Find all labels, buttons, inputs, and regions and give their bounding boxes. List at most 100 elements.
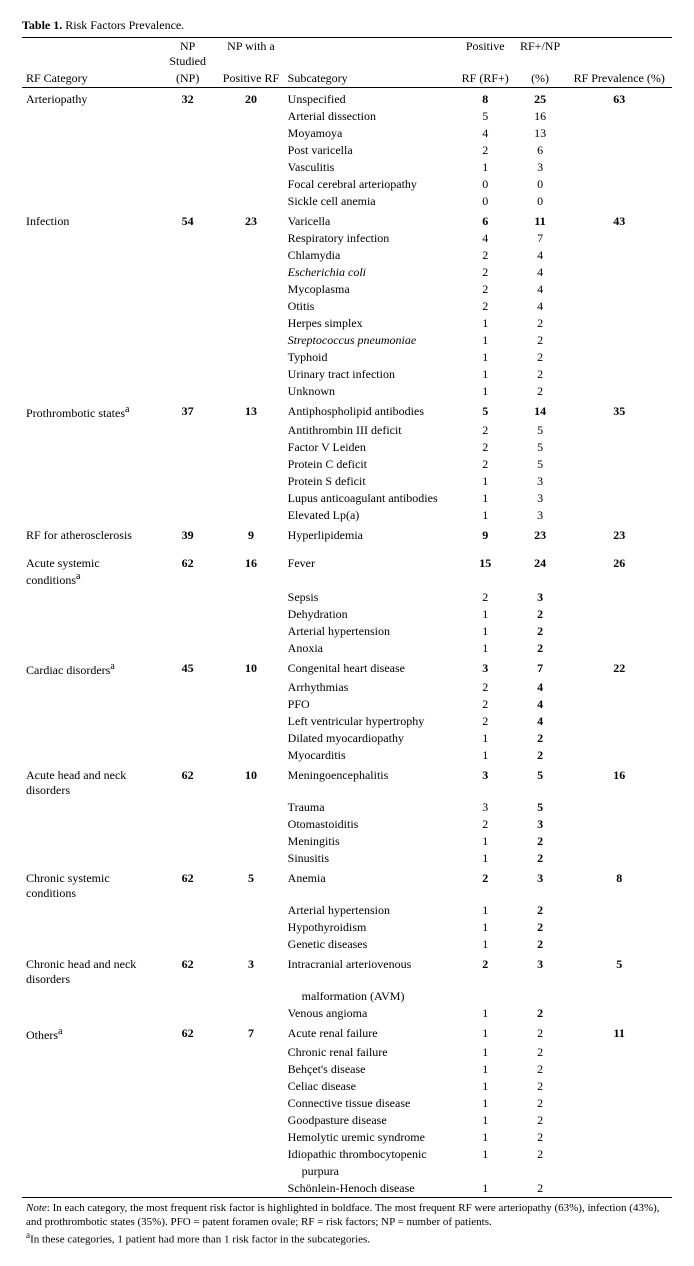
cell-np [157,1005,218,1022]
cell-pct: 16 [514,108,567,125]
cell-prevalence [566,159,672,176]
cell-np-pos [218,589,283,606]
cell-rfpos: 1 [457,1005,514,1022]
table-row: Hemolytic uremic syndrome12 [22,1129,672,1146]
cell-np-pos: 10 [218,657,283,679]
cell-rfpos: 8 [457,88,514,109]
table-row: Streptococcus pneumoniae12 [22,332,672,349]
cell-prevalence [566,332,672,349]
cell-rfpos: 2 [457,816,514,833]
cell-subcategory: Intracranial arteriovenous [284,953,457,988]
cell-pct: 13 [514,125,567,142]
cell-prevalence [566,1163,672,1180]
cell-prevalence [566,679,672,696]
cell-pct: 2 [514,606,567,623]
cell-pct [514,1163,567,1180]
cell-prevalence: 26 [566,552,672,589]
cell-np: 37 [157,400,218,422]
cell-prevalence [566,1146,672,1163]
table-row: Goodpasture disease12 [22,1112,672,1129]
cell-pct: 3 [514,953,567,988]
cell-prevalence [566,988,672,1005]
cell-rfpos: 2 [457,456,514,473]
cell-subcategory: Arrhythmias [284,679,457,696]
cell-category [22,281,157,298]
cell-np [157,108,218,125]
cell-np [157,264,218,281]
cell-pct: 3 [514,507,567,524]
cell-pct: 0 [514,176,567,193]
cell-prevalence [566,315,672,332]
table-row: Sickle cell anemia00 [22,193,672,210]
cell-np-pos: 13 [218,400,283,422]
cell-subcategory: Focal cerebral arteriopathy [284,176,457,193]
cell-np-pos [218,422,283,439]
cell-np [157,816,218,833]
cell-rfpos: 1 [457,490,514,507]
cell-rfpos: 1 [457,1078,514,1095]
cell-subcategory: PFO [284,696,457,713]
cell-category [22,833,157,850]
cell-np [157,332,218,349]
cell-np-pos [218,1129,283,1146]
cell-pct: 2 [514,1044,567,1061]
cell-np [157,125,218,142]
cell-rfpos: 1 [457,833,514,850]
cell-subcategory: Respiratory infection [284,230,457,247]
cell-subcategory: malformation (AVM) [284,988,457,1005]
cell-rfpos: 2 [457,142,514,159]
cell-category: Prothrombotic statesa [22,400,157,422]
cell-pct: 4 [514,281,567,298]
cell-rfpos: 2 [457,679,514,696]
cell-prevalence [566,696,672,713]
cell-category [22,640,157,657]
cell-subcategory: Chronic renal failure [284,1044,457,1061]
cell-subcategory: Elevated Lp(a) [284,507,457,524]
table-row: Focal cerebral arteriopathy00 [22,176,672,193]
cell-np [157,193,218,210]
cell-rfpos: 2 [457,422,514,439]
cell-category [22,193,157,210]
cell-rfpos: 1 [457,1095,514,1112]
cell-prevalence: 63 [566,88,672,109]
cell-np [157,383,218,400]
cell-rfpos: 2 [457,713,514,730]
cell-np [157,623,218,640]
cell-np: 62 [157,867,218,902]
cell-np: 45 [157,657,218,679]
cell-prevalence [566,281,672,298]
table-row: Escherichia coli24 [22,264,672,281]
cell-category [22,366,157,383]
table-title: Table 1. Risk Factors Prevalence. [22,18,672,33]
cell-prevalence: 43 [566,210,672,230]
cell-rfpos: 2 [457,867,514,902]
cell-prevalence [566,439,672,456]
cell-category: Othersa [22,1022,157,1044]
cell-pct: 2 [514,383,567,400]
cell-subcategory: Myocarditis [284,747,457,764]
table-row: Chlamydia24 [22,247,672,264]
cell-subcategory: Schönlein-Henoch disease [284,1180,457,1198]
footnote-note-text: : In each category, the most frequent ri… [26,1202,660,1228]
cell-np-pos [218,247,283,264]
cell-subcategory: Herpes simplex [284,315,457,332]
cell-np-pos: 9 [218,524,283,544]
cell-np-pos [218,713,283,730]
cell-np-pos [218,833,283,850]
cell-subcategory: Celiac disease [284,1078,457,1095]
cell-np-pos [218,142,283,159]
cell-category [22,902,157,919]
cell-category [22,349,157,366]
table-row: Protein S deficit13 [22,473,672,490]
cell-rfpos: 1 [457,936,514,953]
cell-category [22,383,157,400]
cell-rfpos: 1 [457,1129,514,1146]
cell-rfpos: 15 [457,552,514,589]
cell-prevalence: 5 [566,953,672,988]
cell-pct: 2 [514,332,567,349]
cell-subcategory: Hemolytic uremic syndrome [284,1129,457,1146]
footnote-note-label: Note [26,1202,47,1214]
cell-pct: 2 [514,902,567,919]
cell-prevalence [566,142,672,159]
cell-subcategory: Chlamydia [284,247,457,264]
